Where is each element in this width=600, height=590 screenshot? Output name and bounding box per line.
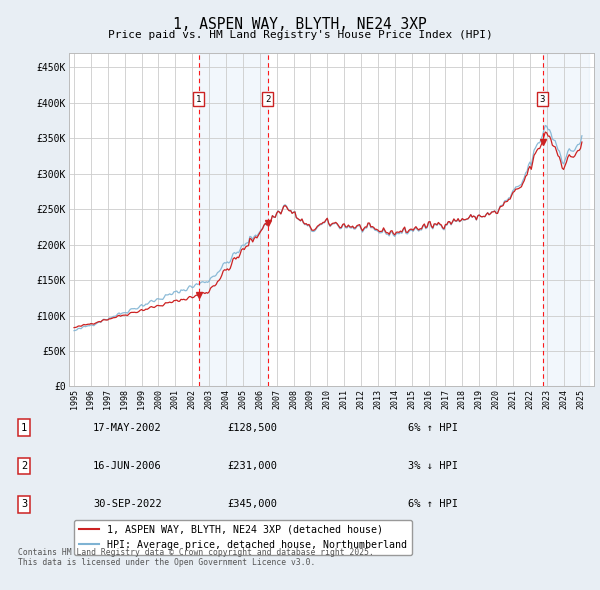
Text: 1, ASPEN WAY, BLYTH, NE24 3XP: 1, ASPEN WAY, BLYTH, NE24 3XP xyxy=(173,17,427,31)
Text: £345,000: £345,000 xyxy=(227,500,277,509)
Text: £231,000: £231,000 xyxy=(227,461,277,471)
Bar xyxy=(199,53,268,386)
Text: 3: 3 xyxy=(540,95,545,104)
Text: 17-MAY-2002: 17-MAY-2002 xyxy=(93,423,162,432)
Text: £128,500: £128,500 xyxy=(227,423,277,432)
Text: 1: 1 xyxy=(196,95,202,104)
Text: 2: 2 xyxy=(265,95,270,104)
Text: 1: 1 xyxy=(21,423,27,432)
Legend: 1, ASPEN WAY, BLYTH, NE24 3XP (detached house), HPI: Average price, detached hou: 1, ASPEN WAY, BLYTH, NE24 3XP (detached … xyxy=(74,520,412,555)
Text: 6% ↑ HPI: 6% ↑ HPI xyxy=(408,500,458,509)
Text: 3% ↓ HPI: 3% ↓ HPI xyxy=(408,461,458,471)
Text: Contains HM Land Registry data © Crown copyright and database right 2025.
This d: Contains HM Land Registry data © Crown c… xyxy=(18,548,374,567)
Text: 30-SEP-2022: 30-SEP-2022 xyxy=(93,500,162,509)
Bar xyxy=(542,53,589,386)
Text: Price paid vs. HM Land Registry's House Price Index (HPI): Price paid vs. HM Land Registry's House … xyxy=(107,30,493,40)
Text: 6% ↑ HPI: 6% ↑ HPI xyxy=(408,423,458,432)
Text: 16-JUN-2006: 16-JUN-2006 xyxy=(93,461,162,471)
Text: 2: 2 xyxy=(21,461,27,471)
Text: 3: 3 xyxy=(21,500,27,509)
